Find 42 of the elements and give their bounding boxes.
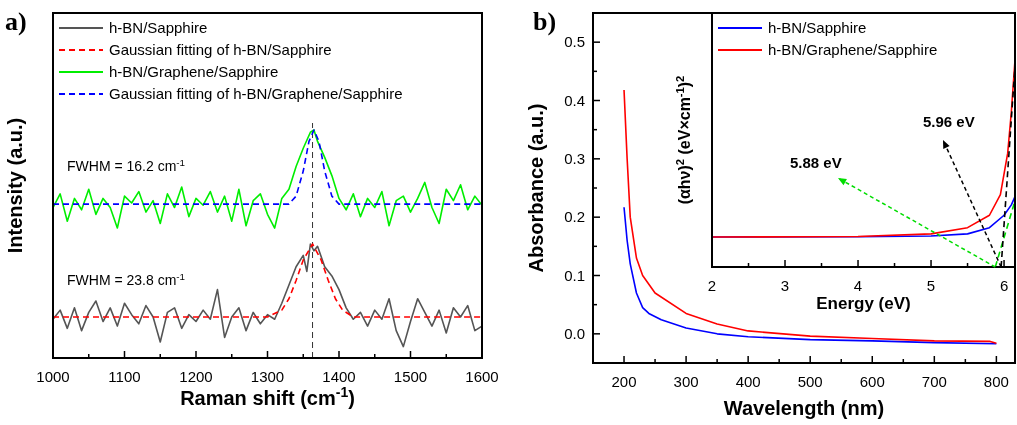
x-axis-title: Wavelength (nm) <box>723 397 885 419</box>
x-tick-label: 700 <box>921 373 947 390</box>
x-tick-label: 1200 <box>179 368 213 385</box>
chart-title: a) <box>5 7 27 36</box>
legend-label: h-BN/Sapphire <box>109 19 208 36</box>
chart-title: b) <box>533 7 557 36</box>
legend-label: Gaussian fitting of h-BN/Graphene/Sapphire <box>109 85 403 102</box>
legend-label: Gaussian fitting of h-BN/Sapphire <box>109 41 332 58</box>
annotation: 5.88 eV <box>790 154 842 171</box>
x-tick-label: 1500 <box>393 368 428 385</box>
x-tick-label: 500 <box>797 373 823 390</box>
x-tick-label: 400 <box>735 373 761 390</box>
y-axis-title: Intensity (a.u.) <box>4 117 26 254</box>
x-tick-label: 1600 <box>465 368 499 385</box>
y-tick-label: 0.5 <box>564 33 585 51</box>
legend-label: h-BN/Graphene/Sapphire <box>768 41 938 58</box>
x-tick-label: 1000 <box>36 368 70 385</box>
annotation: FWHM = 16.2 cm$^{-1}$ <box>67 156 186 174</box>
x-tick-label: 1400 <box>322 368 356 385</box>
x-tick-label: 6 <box>999 277 1009 294</box>
y-tick-label: 0.4 <box>564 91 585 109</box>
x-tick-label: 200 <box>611 373 637 390</box>
y-tick-label: 0.3 <box>564 149 585 167</box>
x-tick-label: 600 <box>859 373 885 390</box>
x-tick-label: 800 <box>983 373 1009 390</box>
x-tick-label: 4 <box>853 277 863 294</box>
x-tick-label: 5 <box>926 277 936 294</box>
x-tick-label: 2 <box>707 277 717 294</box>
legend-label: h-BN/Graphene/Sapphire <box>109 63 279 80</box>
x-tick-label: 1100 <box>108 368 141 385</box>
y-tick-label: 0.0 <box>564 324 585 342</box>
x-axis-title: Energy (eV) <box>816 294 911 313</box>
y-tick-label: 0.1 <box>564 266 585 284</box>
x-tick-label: 300 <box>673 373 699 390</box>
x-tick-label: 1300 <box>250 368 285 385</box>
annotation: 5.96 eV <box>923 113 975 130</box>
y-tick-label: 0.2 <box>564 208 585 226</box>
x-axis-title: Raman shift (cm$^{-1}$) <box>180 384 355 409</box>
legend-label: h-BN/Sapphire <box>768 19 867 36</box>
y-axis-title: Absorbance (a.u.) <box>525 103 547 273</box>
annotation: FWHM = 23.8 cm$^{-1}$ <box>67 270 186 288</box>
x-tick-label: 3 <box>780 277 790 294</box>
